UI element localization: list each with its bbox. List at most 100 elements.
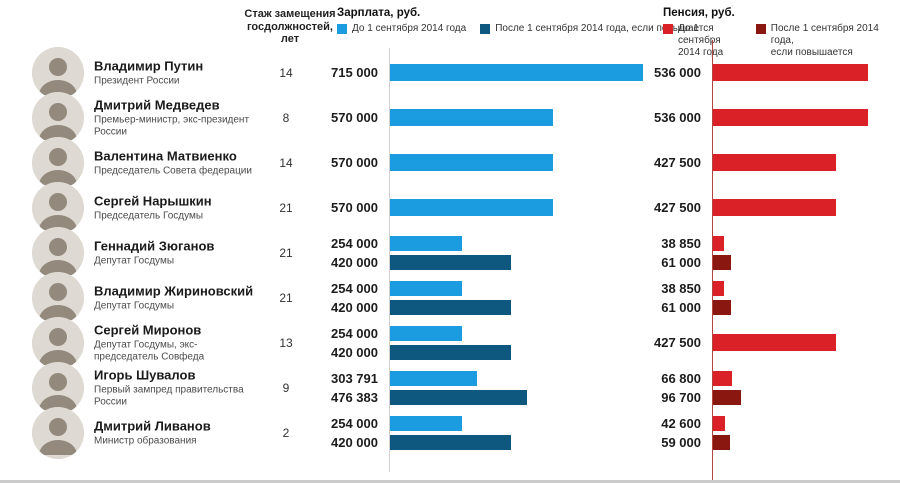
pension-value: 61 000 — [661, 254, 701, 270]
pension-value: 61 000 — [661, 299, 701, 315]
salary-entry: 420 000 — [300, 298, 511, 317]
person-row: Сергей Нарышкин Председатель Госдумы 21 … — [0, 181, 900, 234]
salary-entries: 254 000 420 000 — [300, 414, 511, 452]
person-name: Геннадий Зюганов — [94, 238, 215, 253]
pension-bar-after — [713, 389, 741, 405]
pension-value: 427 500 — [654, 335, 701, 350]
salary-value: 570 000 — [331, 155, 378, 170]
person-name: Владимир Жириновский — [94, 283, 254, 298]
person-identity: Владимир Жириновский Депутат Госдумы — [94, 283, 259, 312]
salary-entries: 570 000 — [300, 151, 553, 175]
column-header-years: Стаж замещения госдолжностей, лет — [244, 8, 336, 45]
person-position: Депутат Госдумы — [94, 300, 175, 311]
pension-before-legend-swatch-icon — [663, 24, 673, 34]
person-position: Первый зампред правительства России — [94, 384, 244, 407]
salary-entries: 254 000 420 000 — [300, 279, 511, 317]
salary-entry: 303 791 — [300, 369, 527, 388]
person-photo — [32, 406, 84, 459]
salary-entry: 254 000 — [300, 324, 511, 343]
person-photo — [32, 271, 84, 324]
person-row: Дмитрий Медведев Премьер-министр, экс-пр… — [0, 91, 900, 144]
person-identity: Сергей Миронов Депутат Госдумы, экс-пред… — [94, 322, 259, 363]
salary-bar-before — [390, 370, 477, 386]
salary-value: 254 000 — [331, 280, 378, 296]
salary-value: 303 791 — [331, 370, 378, 386]
pension-entry: 38 850 — [635, 234, 731, 253]
pension-value: 59 000 — [661, 434, 701, 450]
person-name: Сергей Нарышкин — [94, 193, 212, 208]
salary-bar-after — [390, 389, 527, 405]
person-position: Президент России — [94, 75, 180, 86]
salary-entry: 570 000 — [300, 151, 553, 175]
salary-entry: 420 000 — [300, 253, 511, 272]
salary-value: 254 000 — [331, 415, 378, 431]
person-row: Владимир Жириновский Депутат Госдумы 21 … — [0, 271, 900, 324]
person-position: Министр образования — [94, 435, 197, 446]
person-silhouette-icon — [32, 316, 84, 369]
person-position: Депутат Госдумы, экс-председатель Совфед… — [94, 339, 205, 362]
pension-bar-before — [713, 235, 724, 251]
person-silhouette-icon — [32, 91, 84, 144]
pension-value: 66 800 — [661, 370, 701, 386]
salary-bar-before — [390, 280, 462, 296]
pension-bar-before — [713, 370, 732, 386]
pension-bar-before — [713, 415, 725, 431]
salary-value: 254 000 — [331, 325, 378, 341]
pension-legend-after-label: После 1 сентября 2014 года, если повышае… — [770, 23, 879, 58]
salary-baseline-axis — [389, 48, 390, 472]
pension-entry: 536 000 — [635, 106, 868, 130]
person-name: Валентина Матвиенко — [94, 148, 237, 163]
salary-bar-before — [390, 64, 643, 81]
pension-value: 38 850 — [661, 235, 701, 251]
salary-entry: 254 000 — [300, 279, 511, 298]
pension-bar-before — [713, 334, 836, 351]
pension-entries: 427 500 — [635, 331, 836, 355]
pension-value: 96 700 — [661, 389, 701, 405]
pension-entries: 42 600 59 000 — [635, 414, 730, 452]
salary-legend-item-after: После 1 сентября 2014 года, если повышае… — [480, 23, 714, 35]
salary-entry: 254 000 — [300, 414, 511, 433]
salary-bar-before — [390, 154, 553, 171]
pension-bar-before — [713, 154, 836, 171]
person-identity: Дмитрий Медведев Премьер-министр, экс-пр… — [94, 97, 259, 138]
person-silhouette-icon — [32, 181, 84, 234]
years-of-service: 9 — [282, 380, 290, 395]
salary-value: 715 000 — [331, 65, 378, 80]
person-row: Игорь Шувалов Первый зампред правительст… — [0, 361, 900, 414]
pension-bar-before — [713, 109, 868, 126]
salary-entries: 715 000 — [300, 61, 643, 85]
pension-entry: 96 700 — [635, 388, 741, 407]
years-of-service: 2 — [282, 425, 290, 440]
pension-entries: 427 500 — [635, 151, 836, 175]
salary-before-legend-swatch-icon — [337, 24, 347, 34]
pension-legend-before-label: До 1 сентября 2014 года — [678, 23, 724, 58]
salary-legend: До 1 сентября 2014 года После 1 сентября… — [337, 23, 714, 35]
pension-entry: 59 000 — [635, 433, 730, 452]
pension-value: 427 500 — [654, 200, 701, 215]
person-row: Сергей Миронов Депутат Госдумы, экс-пред… — [0, 316, 900, 369]
pension-entry: 427 500 — [635, 331, 836, 355]
salary-value: 570 000 — [331, 110, 378, 125]
person-silhouette-icon — [32, 136, 84, 189]
salary-value: 420 000 — [331, 299, 378, 315]
salary-bar-before — [390, 235, 462, 251]
person-silhouette-icon — [32, 226, 84, 279]
salary-legend-item-before: До 1 сентября 2014 года — [337, 23, 466, 35]
salary-entry: 570 000 — [300, 196, 553, 220]
person-position: Председатель Совета федерации — [94, 165, 252, 176]
salary-value: 420 000 — [331, 344, 378, 360]
salary-legend-before-label: До 1 сентября 2014 года — [352, 23, 467, 34]
person-photo — [32, 226, 84, 279]
salary-entry: 254 000 — [300, 234, 511, 253]
salary-bar-after — [390, 254, 511, 270]
pension-value: 427 500 — [654, 155, 701, 170]
person-row: Владимир Путин Президент России 14 715 0… — [0, 46, 900, 99]
person-row: Геннадий Зюганов Депутат Госдумы 21 254 … — [0, 226, 900, 279]
years-of-service: 8 — [282, 110, 290, 125]
salary-value: 420 000 — [331, 434, 378, 450]
pension-value: 536 000 — [654, 65, 701, 80]
salary-bar-after — [390, 299, 511, 315]
person-silhouette-icon — [32, 361, 84, 414]
pension-entries: 38 850 61 000 — [635, 279, 731, 317]
